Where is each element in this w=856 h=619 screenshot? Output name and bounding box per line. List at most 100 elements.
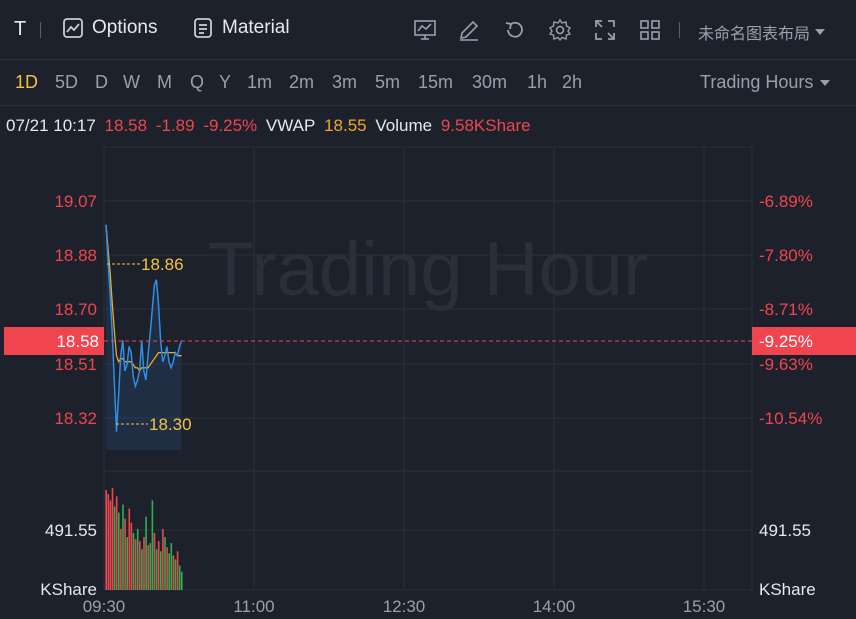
- quote-change: -1.89: [155, 116, 195, 135]
- draw-icon[interactable]: [457, 18, 481, 42]
- divider: [40, 22, 41, 38]
- y-tick-left: 18.51: [54, 355, 97, 374]
- session-selector[interactable]: Trading Hours: [700, 72, 831, 93]
- y-tick-right: -10.54%: [759, 409, 822, 428]
- volume-bar: [181, 571, 183, 590]
- material-icon: [194, 18, 212, 38]
- material-button[interactable]: Material: [192, 17, 290, 39]
- caret-down-icon: [815, 29, 826, 35]
- chart-frame: [103, 146, 753, 591]
- volume-bar: [126, 537, 128, 590]
- period-w[interactable]: W: [123, 72, 140, 92]
- volume-unit-right: KShare: [759, 580, 816, 599]
- y-tick-left: 18.88: [54, 246, 97, 265]
- price-area: [106, 224, 182, 450]
- x-tick: 14:00: [533, 597, 576, 616]
- layout-selector[interactable]: 未命名图表布局: [698, 20, 826, 44]
- volume-bar: [122, 504, 124, 590]
- high-label: 18.86: [141, 255, 184, 274]
- session-label: Trading Hours: [700, 72, 814, 92]
- period-3m[interactable]: 3m: [332, 72, 358, 92]
- volume-bar: [174, 559, 177, 590]
- volume-bars: [105, 488, 183, 590]
- volume-bar: [172, 555, 175, 590]
- volume-bar: [128, 508, 131, 590]
- volume-bar: [105, 489, 107, 590]
- period-y[interactable]: Y: [219, 72, 232, 92]
- volume-bar: [151, 500, 154, 590]
- x-tick: 11:00: [233, 597, 274, 616]
- volume-unit-left: KShare: [40, 580, 97, 599]
- volume-bar: [111, 488, 114, 590]
- divider: [679, 22, 680, 38]
- fullscreen-icon[interactable]: [593, 18, 617, 42]
- period-30m[interactable]: 30m: [472, 72, 508, 92]
- settings-icon[interactable]: [548, 18, 572, 42]
- volume-label: Volume: [375, 116, 433, 135]
- volume-bar: [155, 549, 158, 590]
- volume-bar: [109, 500, 112, 590]
- volume-bar: [115, 496, 118, 590]
- volume-bar: [107, 494, 110, 590]
- volume-bar: [130, 522, 133, 590]
- volume-bar: [157, 541, 160, 590]
- vwap-line: [105, 224, 182, 373]
- period-m[interactable]: M: [157, 72, 172, 92]
- vwap-value: 18.55: [324, 116, 367, 135]
- current-pct-value: -9.25%: [759, 332, 813, 351]
- volume-bar: [120, 528, 122, 590]
- period-d[interactable]: D: [95, 72, 108, 92]
- period-1d[interactable]: 1D: [15, 72, 39, 92]
- y-tick-left: 18.32: [54, 409, 97, 428]
- x-tick: 09:30: [83, 597, 126, 616]
- volume-bar: [178, 565, 181, 590]
- volume-bar: [176, 551, 179, 590]
- quote-change-pct: -9.25%: [203, 116, 258, 135]
- chart-watermark: Trading Hour: [208, 227, 649, 312]
- price-area-fill: [106, 224, 182, 450]
- volume-bar: [118, 512, 120, 590]
- period-5m[interactable]: 5m: [375, 72, 401, 92]
- volume-bar: [147, 545, 149, 590]
- period-2m[interactable]: 2m: [289, 72, 315, 92]
- volume-bar: [124, 518, 126, 590]
- period-1h[interactable]: 1h: [527, 72, 548, 92]
- symbol-label[interactable]: T: [14, 18, 27, 40]
- axis-labels: 19.07 18.88 18.70 18.51 18.32 -6.89% -7.80% -8.…: [4, 192, 856, 616]
- quote-price: 18.58: [104, 116, 148, 135]
- volume-bar: [141, 549, 143, 590]
- period-1m[interactable]: 1m: [247, 72, 273, 92]
- current-price-badge: [4, 327, 104, 355]
- layout-grid-icon[interactable]: [638, 18, 662, 42]
- volume-bar: [149, 543, 152, 590]
- period-5d[interactable]: 5D: [55, 72, 79, 92]
- layout-name: 未命名图表布局: [698, 26, 811, 43]
- options-button[interactable]: Options: [62, 17, 157, 39]
- volume-bar: [113, 506, 116, 590]
- chart-grid: [103, 146, 753, 591]
- top-toolbar: T Options Material 未命名图表布局: [0, 0, 856, 60]
- volume-bar: [168, 553, 170, 590]
- y-tick-left: 18.70: [54, 300, 97, 319]
- current-price-value: 18.58: [56, 332, 99, 351]
- period-2h[interactable]: 2h: [562, 72, 583, 92]
- reset-icon[interactable]: [503, 18, 527, 42]
- volume-value: 9.58KShare: [440, 116, 531, 135]
- y-tick-left: 19.07: [54, 192, 97, 211]
- volume-bar: [170, 543, 173, 590]
- volume-bar: [162, 528, 164, 590]
- price-line: [105, 224, 183, 432]
- period-q[interactable]: Q: [190, 72, 205, 92]
- volume-bar: [132, 532, 135, 590]
- chart-type-icon[interactable]: [413, 18, 437, 42]
- volume-bar: [160, 551, 162, 590]
- volume-bar: [145, 516, 147, 590]
- volume-bar: [164, 537, 166, 590]
- low-label: 18.30: [149, 415, 192, 434]
- period-15m[interactable]: 15m: [418, 72, 454, 92]
- y-tick-right: -9.63%: [759, 355, 813, 374]
- y-tick-right: -7.80%: [759, 246, 813, 265]
- volume-bar: [153, 532, 156, 590]
- x-tick: 15:30: [683, 597, 726, 616]
